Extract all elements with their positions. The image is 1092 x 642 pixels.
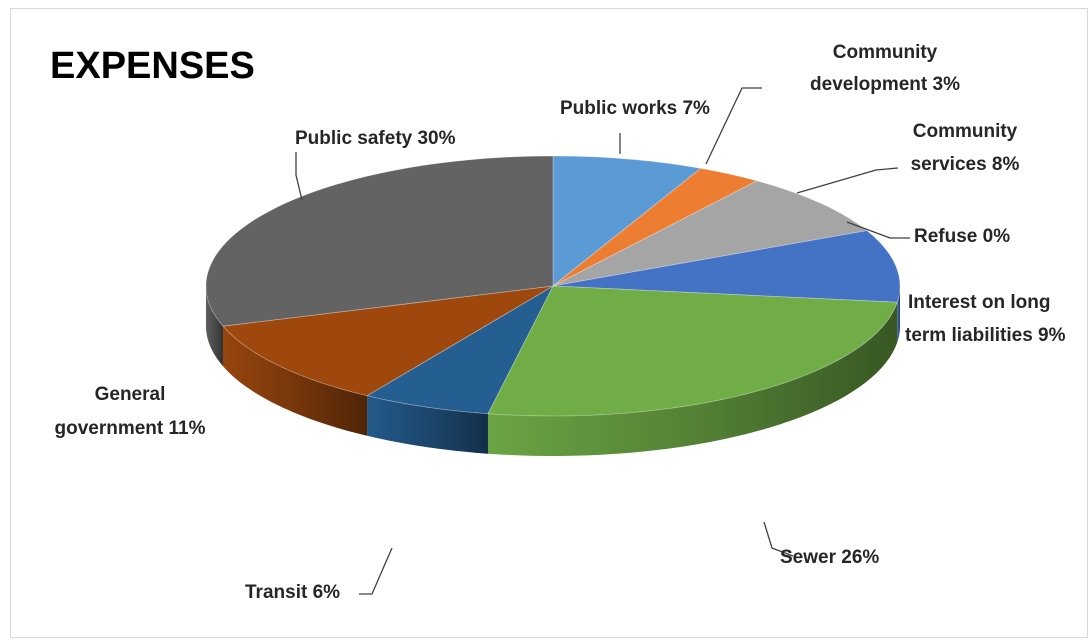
data-label-general-government-line1: General xyxy=(95,384,166,405)
slice-general-government xyxy=(222,285,554,397)
leader-lines xyxy=(295,87,910,595)
slice-side-sewer xyxy=(487,302,898,456)
slice-interest-on-long-term-liabilities xyxy=(552,230,901,303)
data-label-interest-on-long-term-liabilities-line1: Interest on long xyxy=(908,292,1051,313)
data-label-community-services-line1: Community xyxy=(913,121,1018,142)
data-label-transit: Transit 6% xyxy=(245,582,340,603)
slice-community-development xyxy=(552,167,759,287)
data-label-public-works: Public works 7% xyxy=(560,98,710,119)
data-label-community-development-line2: development 3% xyxy=(810,74,960,95)
leader-line-community-services xyxy=(796,167,899,194)
leader-line-public-safety xyxy=(295,152,303,201)
slice-public-works xyxy=(552,155,702,287)
chart-title: EXPENSES xyxy=(50,45,255,87)
slice-public-safety xyxy=(205,155,554,327)
leader-line-refuse xyxy=(846,221,910,239)
leader-line-sewer xyxy=(763,521,794,557)
data-label-community-development-line1: Community xyxy=(833,42,938,63)
leader-line-transit xyxy=(359,547,393,595)
slice-sewer xyxy=(487,285,898,417)
data-label-community-services-line2: services 8% xyxy=(911,154,1020,175)
slice-side-interest-on-long-term-liabilities xyxy=(897,286,900,343)
leader-line-community-development xyxy=(705,87,762,165)
slice-side-public-safety xyxy=(206,286,223,367)
slice-side-transit xyxy=(367,395,488,454)
data-label-general-government-line2: government 11% xyxy=(55,418,206,439)
data-label-refuse: Refuse 0% xyxy=(914,226,1010,247)
slice-transit xyxy=(366,284,554,415)
data-label-sewer: Sewer 26% xyxy=(780,547,879,568)
data-labels: Public works 7% Community development 3% Co… xyxy=(55,42,1066,603)
data-label-public-safety: Public safety 30% xyxy=(295,128,456,149)
pie-tops xyxy=(205,155,901,417)
slice-side-general-government xyxy=(222,326,368,436)
data-label-interest-on-long-term-liabilities-line2: term liabilities 9% xyxy=(905,325,1066,346)
pie-sides xyxy=(206,286,900,456)
